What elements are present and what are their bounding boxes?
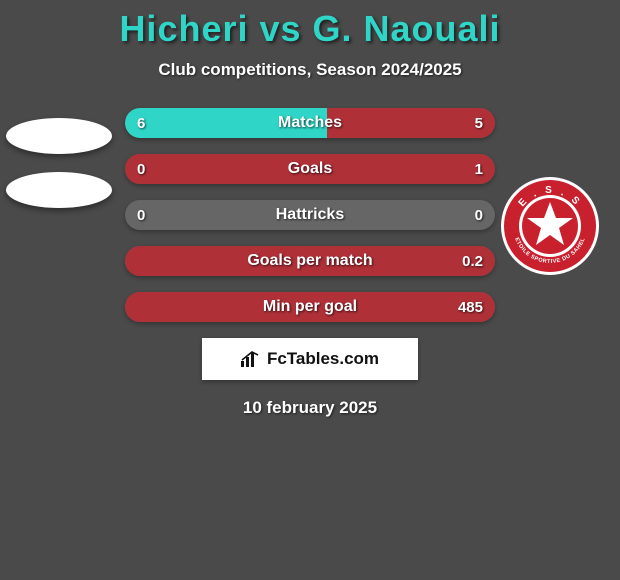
placeholder-oval <box>6 118 112 154</box>
subtitle: Club competitions, Season 2024/2025 <box>0 60 620 80</box>
stat-bar: 0 0Hattricks <box>125 200 495 230</box>
bar-label: Hattricks <box>125 200 495 230</box>
fctables-label: FcTables.com <box>267 349 379 369</box>
bar-value-right: 0 <box>475 200 483 230</box>
chart-icon <box>241 351 261 367</box>
stat-bar: 485Min per goal <box>125 292 495 322</box>
bar-value-left: 0 <box>137 200 145 230</box>
bar-value-right: 1 <box>475 154 483 184</box>
bar-value-right: 0.2 <box>462 246 483 276</box>
bar-value-left: 6 <box>137 108 145 138</box>
bar-fill-right <box>125 154 495 184</box>
date-label: 10 february 2025 <box>0 398 620 418</box>
club-badge-icon: E . S . S ETOILE SPORTIVE DU SAHEL <box>500 176 600 276</box>
bar-value-right: 485 <box>458 292 483 322</box>
bar-fill-left <box>125 108 327 138</box>
bar-value-right: 5 <box>475 108 483 138</box>
bar-value-left: 0 <box>137 154 145 184</box>
bar-fill-right <box>125 246 495 276</box>
page-title: Hicheri vs G. Naouali <box>0 0 620 50</box>
left-player-slot <box>6 118 116 226</box>
stat-bar: 01Goals <box>125 154 495 184</box>
comparison-bars: 65Matches01Goals00Hattricks0.2Goals per … <box>125 108 495 322</box>
fctables-watermark: FcTables.com <box>202 338 418 380</box>
placeholder-oval <box>6 172 112 208</box>
stat-bar: 0.2Goals per match <box>125 246 495 276</box>
right-player-badge: E . S . S ETOILE SPORTIVE DU SAHEL <box>500 176 600 276</box>
stat-bar: 65Matches <box>125 108 495 138</box>
bar-fill-right <box>327 108 495 138</box>
bar-fill-right <box>125 292 495 322</box>
